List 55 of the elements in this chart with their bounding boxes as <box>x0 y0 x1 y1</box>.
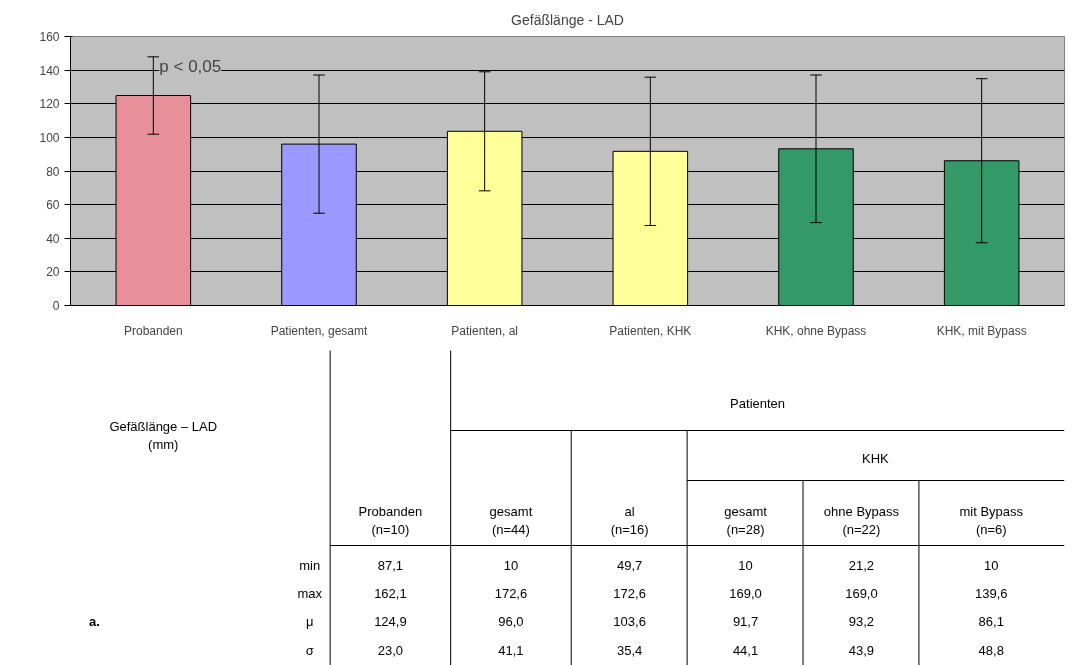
text: 49,7 <box>616 558 643 573</box>
text: KHK <box>861 451 890 466</box>
annotation: p < 0,05 <box>159 56 222 76</box>
y-tick-label: 80 <box>46 164 60 179</box>
y-tick-label: 140 <box>39 63 60 78</box>
text: 10 <box>503 558 519 573</box>
y-tick-label: 120 <box>39 97 60 112</box>
text: gesamt (n=28) <box>724 504 768 537</box>
text: 87,1 <box>377 558 404 573</box>
text: 91,7 <box>732 614 759 629</box>
text: 93,2 <box>848 614 875 629</box>
text: a. <box>89 614 100 629</box>
text: 41,1 <box>498 643 524 658</box>
x-tick-label: KHK, mit Bypass <box>936 323 1027 338</box>
text: 21,2 <box>848 558 875 573</box>
text: 43,9 <box>848 643 875 658</box>
y-tick-label: 60 <box>46 198 60 213</box>
text: σ <box>305 643 314 658</box>
text: 172,6 <box>613 586 646 601</box>
text: 86,1 <box>978 614 1004 629</box>
text: 139,6 <box>974 586 1008 601</box>
y-tick-label: 100 <box>39 130 60 145</box>
text: μ <box>305 614 314 629</box>
text: 23,0 <box>377 643 404 658</box>
text: max <box>297 586 323 601</box>
y-tick-label: 40 <box>46 231 60 246</box>
x-tick-label: Patienten, gesamt <box>270 323 369 338</box>
text: 96,0 <box>498 614 524 629</box>
text: 48,8 <box>978 643 1004 658</box>
text: 169,0 <box>845 586 878 601</box>
text: Patienten <box>730 396 786 411</box>
x-tick-label: KHK, ohne Bypass <box>765 323 867 338</box>
text: gesamt (n=44) <box>489 504 533 537</box>
text: 162,1 <box>374 586 407 601</box>
text: 103,6 <box>613 614 646 629</box>
text: 10 <box>738 558 753 573</box>
text: 44,1 <box>732 643 759 658</box>
text: min <box>299 558 321 573</box>
text: 169,0 <box>729 586 762 601</box>
text: mit Bypass (n=6) <box>959 504 1024 537</box>
text: Probanden (n=10) <box>358 504 423 537</box>
chart-title: Gefäßlänge - LAD <box>511 11 624 28</box>
text: al (n=16) <box>610 504 649 537</box>
text: Gefäßlänge – LAD (mm) <box>109 419 218 452</box>
text: 35,4 <box>616 643 643 658</box>
y-tick-label: 20 <box>46 265 60 280</box>
x-tick-label: Patienten, al <box>451 323 519 338</box>
x-tick-label: Patienten, KHK <box>609 323 692 338</box>
x-tick-label: Probanden <box>123 323 183 338</box>
text: 172,6 <box>494 586 528 601</box>
text: ohne Bypass (n=22) <box>823 504 900 537</box>
text: 124,9 <box>374 614 407 629</box>
y-tick-label: 160 <box>39 30 60 44</box>
y-tick-label: 0 <box>52 299 60 313</box>
text: 10 <box>984 558 999 573</box>
